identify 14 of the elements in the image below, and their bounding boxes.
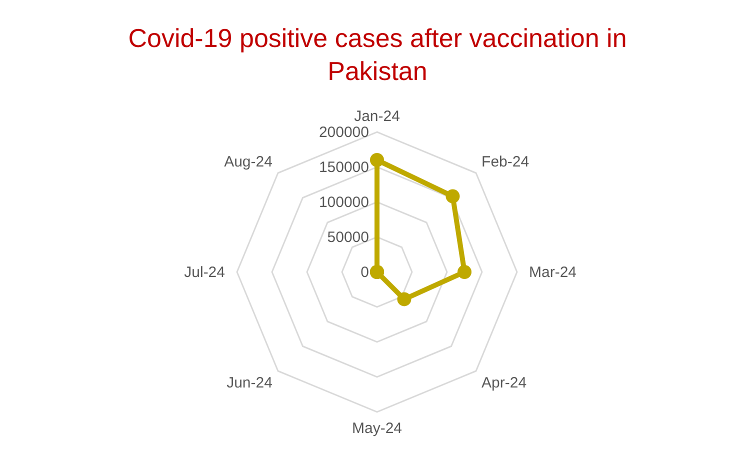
spoke-label: Jun-24	[226, 374, 272, 392]
y-tick-label: 100000	[318, 194, 369, 211]
spoke-label: Mar-24	[529, 264, 577, 281]
spoke-label: Apr-24	[482, 374, 527, 392]
y-tick-label: 50000	[327, 229, 369, 246]
spoke-label: Feb-24	[482, 154, 530, 171]
spoke-label: Jul-24	[184, 264, 225, 281]
y-tick-label: 150000	[318, 159, 369, 176]
y-tick-label: 200000	[318, 124, 369, 141]
spoke-label: Jan-24	[354, 108, 400, 125]
chart-title: Covid-19 positive cases after vaccination in Pakistan	[128, 23, 627, 86]
spoke-label: May-24	[352, 420, 402, 437]
y-tick-label: 0	[360, 264, 369, 281]
spoke-label: Aug-24	[224, 154, 272, 171]
